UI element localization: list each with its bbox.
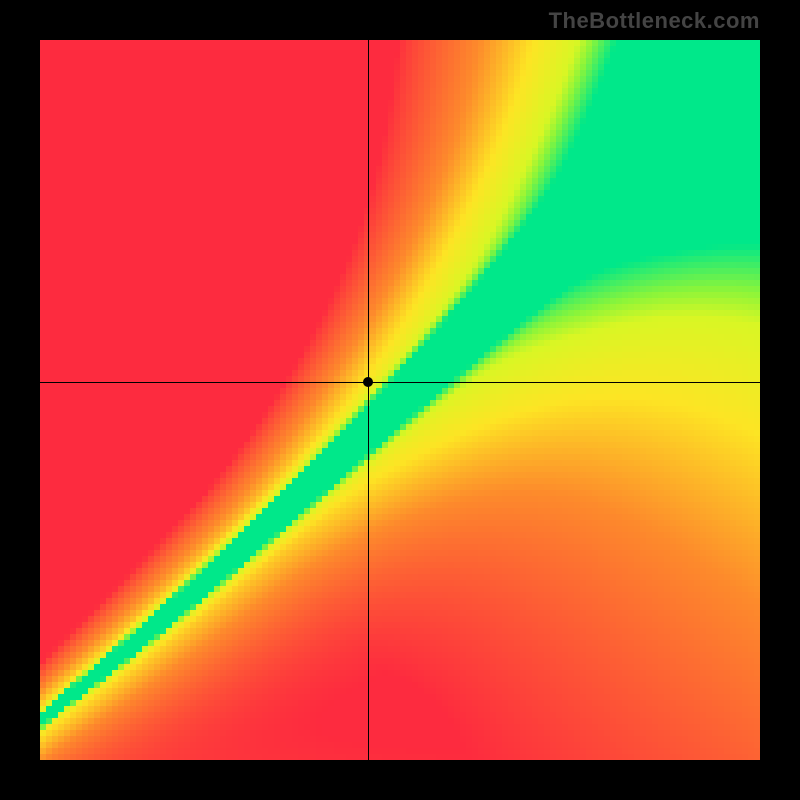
figure-root: { "watermark": { "text": "TheBottleneck.… bbox=[0, 0, 800, 800]
crosshair-horizontal bbox=[40, 382, 760, 383]
plot-area bbox=[40, 40, 760, 760]
heatmap-canvas bbox=[40, 40, 760, 760]
watermark-text: TheBottleneck.com bbox=[549, 8, 760, 34]
marker-dot bbox=[363, 377, 373, 387]
crosshair-vertical bbox=[368, 40, 369, 760]
